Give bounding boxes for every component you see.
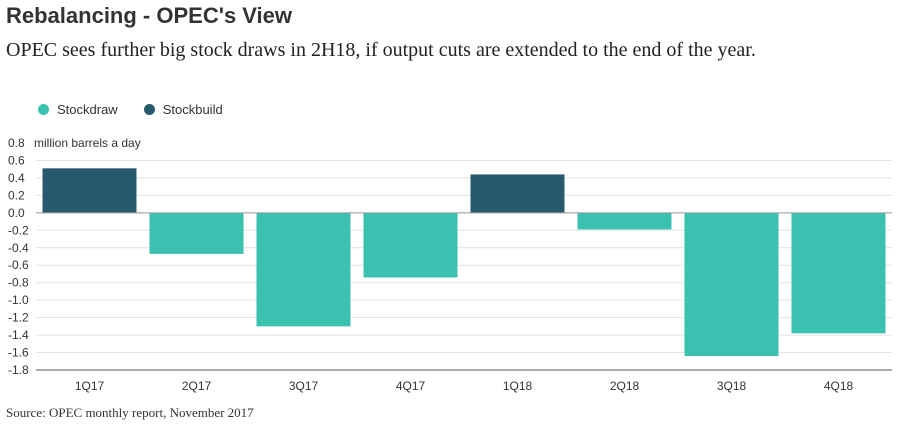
legend-item-stockdraw: Stockdraw — [38, 102, 118, 117]
y-tick-label: 0.4 — [8, 171, 25, 185]
y-tick-label: -1.8 — [8, 363, 29, 377]
axes: 0.8 0.6 0.4 0.2 0.0 -0.2 -0.4 -0.6 -0.8 -1.0 -1.2 -… — [8, 136, 892, 393]
legend-swatch-stockbuild — [143, 104, 155, 115]
bar-1Q17 — [42, 168, 137, 213]
bar-4Q18 — [791, 212, 886, 334]
legend: Stockdraw Stockbuild — [38, 102, 249, 117]
x-tick-label: 1Q17 — [75, 379, 105, 393]
y-axis-title: million barrels a day — [34, 136, 141, 150]
y-tick-label: 0.8 — [8, 136, 25, 150]
source-note: Source: OPEC monthly report, November 20… — [6, 405, 254, 420]
bar-2Q17 — [149, 212, 244, 254]
x-tick-label: 3Q17 — [289, 379, 319, 393]
bar-4Q17 — [363, 212, 458, 278]
legend-item-stockbuild: Stockbuild — [143, 102, 223, 117]
x-tick-label: 3Q18 — [717, 379, 747, 393]
bar-3Q18 — [684, 212, 779, 357]
x-tick-label: 1Q18 — [503, 379, 533, 393]
chart-subtitle: OPEC sees further big stock draws in 2H1… — [6, 39, 756, 61]
legend-label-stockbuild: Stockbuild — [162, 102, 223, 117]
bar-3Q17 — [256, 212, 351, 327]
y-tick-label: -1.0 — [8, 293, 29, 307]
legend-label-stockdraw: Stockdraw — [57, 102, 118, 117]
bars — [42, 168, 886, 357]
bar-2Q18 — [577, 212, 672, 230]
x-tick-label: 4Q18 — [824, 379, 854, 393]
y-tick-label: -0.8 — [8, 276, 29, 290]
chart-title: Rebalancing - OPEC's View — [6, 3, 293, 28]
legend-swatch-stockdraw — [38, 104, 49, 115]
bar-1Q18 — [470, 174, 565, 213]
y-tick-label: 0.0 — [8, 206, 25, 220]
y-tick-label: -0.2 — [8, 223, 29, 237]
y-tick-label: -1.6 — [8, 346, 29, 360]
y-tick-label: -0.4 — [8, 241, 29, 255]
x-tick-label: 2Q17 — [182, 379, 212, 393]
y-tick-label: 0.6 — [8, 153, 25, 167]
x-tick-label: 2Q18 — [610, 379, 640, 393]
y-tick-label: 0.2 — [8, 188, 25, 202]
y-tick-label: -1.2 — [8, 311, 29, 325]
x-tick-label: 4Q17 — [396, 379, 426, 393]
y-tick-label: -0.6 — [8, 258, 29, 272]
y-tick-label: -1.4 — [8, 328, 29, 342]
